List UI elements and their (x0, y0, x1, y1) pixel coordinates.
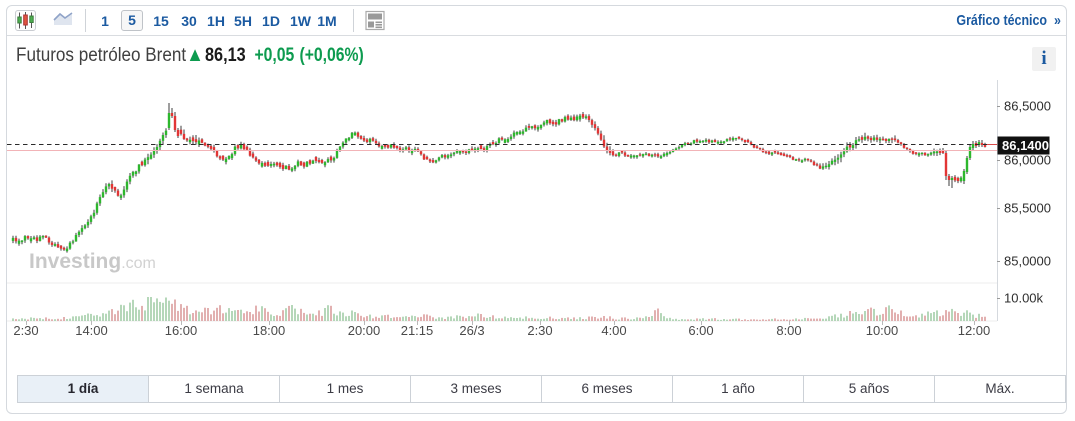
svg-text:86,5000: 86,5000 (1004, 99, 1051, 114)
svg-text:14:00: 14:00 (75, 323, 108, 338)
svg-text:18:00: 18:00 (253, 323, 286, 338)
svg-text:86,1400: 86,1400 (1002, 138, 1049, 153)
svg-text:Investing.com: Investing.com (29, 250, 156, 273)
svg-text:4:00: 4:00 (601, 323, 626, 338)
svg-text:6:00: 6:00 (688, 323, 713, 338)
svg-text:10:00: 10:00 (866, 323, 899, 338)
svg-text:21:15: 21:15 (401, 323, 434, 338)
svg-text:8:00: 8:00 (776, 323, 801, 338)
svg-text:2:30: 2:30 (527, 323, 552, 338)
svg-text:86,0000: 86,0000 (1004, 153, 1051, 168)
svg-text:10.00k: 10.00k (1004, 291, 1044, 306)
svg-text:12:00: 12:00 (958, 323, 991, 338)
svg-text:20:00: 20:00 (348, 323, 381, 338)
svg-text:26/3: 26/3 (459, 323, 484, 338)
svg-text:85,0000: 85,0000 (1004, 254, 1051, 269)
svg-text:2:30: 2:30 (13, 323, 38, 338)
svg-text:85,5000: 85,5000 (1004, 201, 1051, 216)
svg-text:16:00: 16:00 (165, 323, 198, 338)
